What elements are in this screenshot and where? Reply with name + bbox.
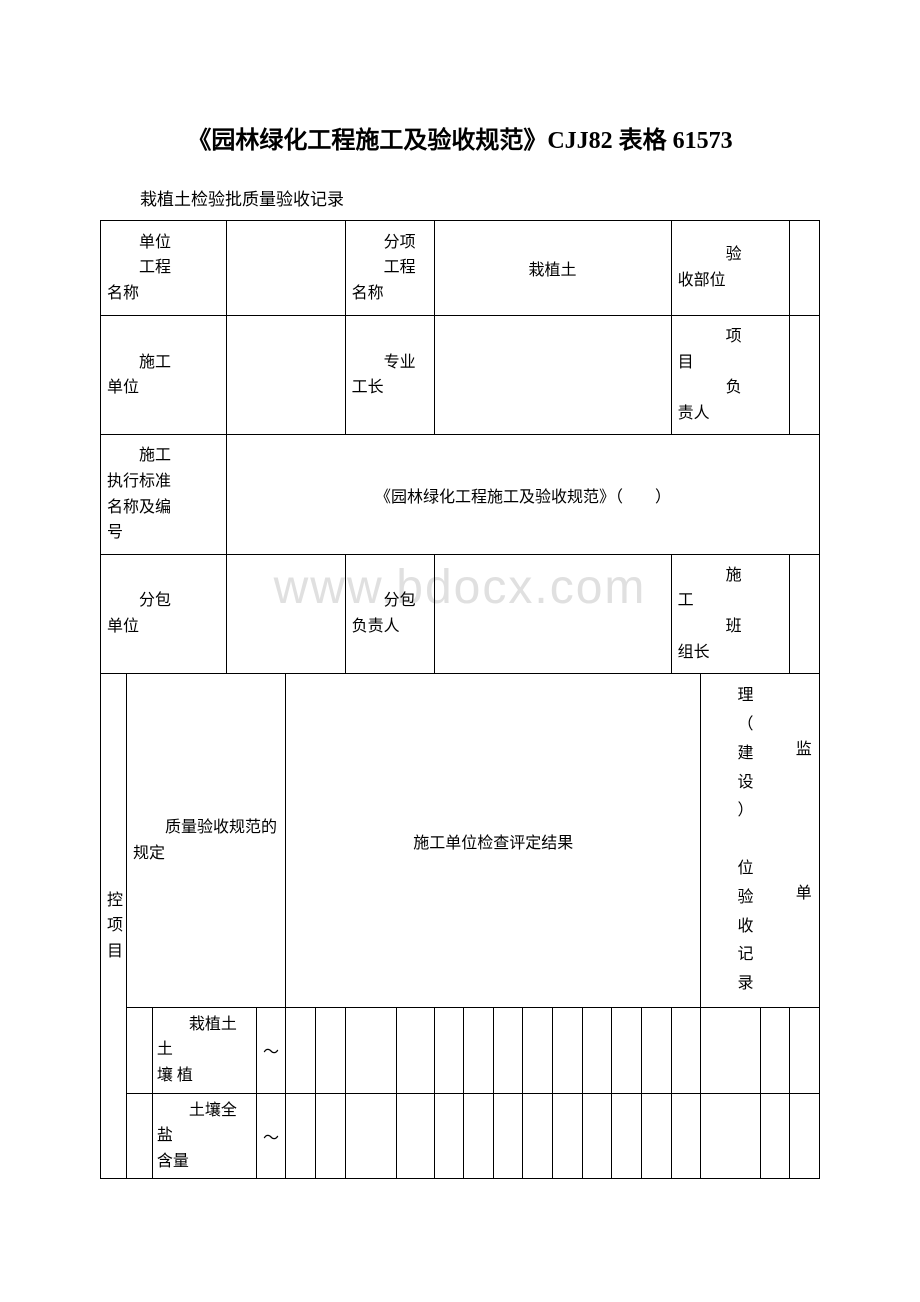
item2-c1 [286, 1093, 316, 1179]
main-table: 单位 工程名称 分项 工程名称 栽植土 验收部位 施工单位 专业工长 项目 负责… [100, 220, 820, 1179]
item1-c14 [701, 1007, 760, 1093]
subcontractor-value [227, 554, 346, 673]
acceptance-dept-value [790, 221, 820, 316]
page-title: 《园林绿化工程施工及验收规范》CJJ82 表格 61573 [100, 120, 820, 155]
item1-c12 [641, 1007, 671, 1093]
construction-check-label: 施工单位检查评定结果 [286, 674, 701, 1008]
project-manager-label: 项目 负责人 [671, 316, 790, 435]
standard-value: 《园林绿化工程施工及验收规范》（ ） [227, 435, 820, 554]
unit-project-name-value [227, 221, 346, 316]
item1-range: ～ [256, 1007, 286, 1093]
item2-c15 [760, 1093, 790, 1179]
unit-project-name-label: 单位 工程名称 [101, 221, 227, 316]
item2-c9 [553, 1093, 583, 1179]
item1-c2 [315, 1007, 345, 1093]
item2-c5 [434, 1093, 464, 1179]
control-item-label: 控项目 [101, 674, 127, 1179]
item1-num [126, 1007, 152, 1093]
item2-c6 [464, 1093, 494, 1179]
item1-c16 [790, 1007, 820, 1093]
item2-c3 [345, 1093, 397, 1179]
item1-c4 [397, 1007, 434, 1093]
subcontractor-label: 分包单位 [101, 554, 227, 673]
item1-c7 [493, 1007, 523, 1093]
team-leader-label: 施工 班组长 [671, 554, 790, 673]
sub-project-value: 栽植土 [434, 221, 671, 316]
item2-c2 [315, 1093, 345, 1179]
professional-foreman-value [434, 316, 671, 435]
construction-unit-value [227, 316, 346, 435]
item1-c11 [612, 1007, 642, 1093]
subcontractor-manager-value [434, 554, 671, 673]
item2-c14 [701, 1093, 760, 1179]
item1-c15 [760, 1007, 790, 1093]
item1-c3 [345, 1007, 397, 1093]
sub-project-name-label: 分项 工程名称 [345, 221, 434, 316]
team-leader-value [790, 554, 820, 673]
item2-c12 [641, 1093, 671, 1179]
item2-c11 [612, 1093, 642, 1179]
subcontractor-manager-label: 分包负责人 [345, 554, 434, 673]
item2-c16 [790, 1093, 820, 1179]
item1-c8 [523, 1007, 553, 1093]
acceptance-dept-label: 验收部位 [671, 221, 790, 316]
item1-c1 [286, 1007, 316, 1093]
item1-c9 [553, 1007, 583, 1093]
item2-c7 [493, 1093, 523, 1179]
supervision-label: 理（建设）位验收记录 [701, 674, 790, 1008]
quality-spec-label: 质量验收规范的规定 [126, 674, 285, 1008]
item1-c10 [582, 1007, 612, 1093]
document-content: 《园林绿化工程施工及验收规范》CJJ82 表格 61573 栽植土检验批质量验收… [100, 120, 820, 1179]
subtitle: 栽植土检验批质量验收记录 [140, 185, 820, 210]
project-manager-value [790, 316, 820, 435]
item2-c13 [671, 1093, 701, 1179]
item2-label: 土壤全盐含量 [152, 1093, 256, 1179]
item1-c6 [464, 1007, 494, 1093]
item2-range: ～ [256, 1093, 286, 1179]
standard-label: 施工执行标准名称及编号 [101, 435, 227, 554]
item2-c4 [397, 1093, 434, 1179]
item2-c8 [523, 1093, 553, 1179]
professional-foreman-label: 专业工长 [345, 316, 434, 435]
item1-c13 [671, 1007, 701, 1093]
item1-label: 栽植土土壤 植 [152, 1007, 256, 1093]
item1-c5 [434, 1007, 464, 1093]
supervision-side-label: 监单 [790, 674, 820, 1008]
construction-unit-label: 施工单位 [101, 316, 227, 435]
item2-c10 [582, 1093, 612, 1179]
item2-num [126, 1093, 152, 1179]
